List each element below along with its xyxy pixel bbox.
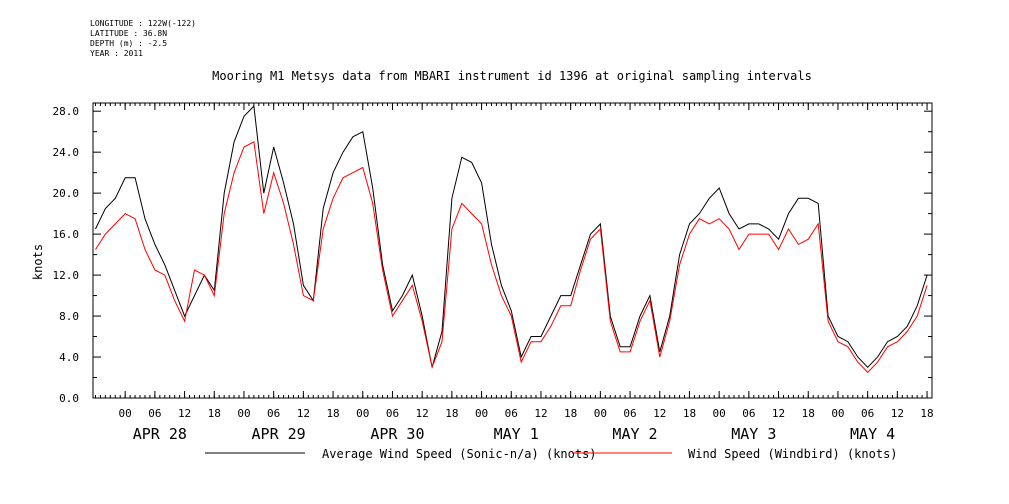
y-tick-label: 28.0 <box>53 105 80 118</box>
x-day-label: MAY 4 <box>850 425 895 443</box>
metadata-block: LONGITUDE : 122W(-122) LATITUDE : 36.8N … <box>90 19 196 59</box>
x-tick-label: 00 <box>356 407 369 420</box>
legend-label-windbird: Wind Speed (Windbird) (knots) <box>688 447 898 461</box>
y-tick-label: 20.0 <box>53 187 80 200</box>
legend: Average Wind Speed (Sonic-n/a) (knots) W… <box>205 447 898 461</box>
x-day-label: MAY 2 <box>612 425 657 443</box>
latitude-label: LATITUDE : 36.8N <box>90 29 168 38</box>
y-tick-label: 12.0 <box>53 269 80 282</box>
x-tick-label: 12 <box>534 407 547 420</box>
x-day-label: MAY 1 <box>494 425 539 443</box>
x-tick-label: 12 <box>416 407 429 420</box>
x-tick-label: 00 <box>237 407 250 420</box>
x-tick-label: 18 <box>802 407 815 420</box>
x-day-label: APR 30 <box>370 425 424 443</box>
y-tick-label: 16.0 <box>53 228 80 241</box>
x-tick-label: 18 <box>564 407 577 420</box>
y-tick-label: 8.0 <box>59 310 79 323</box>
depth-label: DEPTH (m) : -2.5 <box>90 39 168 48</box>
year-label: YEAR : 2011 <box>90 49 143 58</box>
x-tick-label: 12 <box>178 407 191 420</box>
x-tick-label: 00 <box>475 407 488 420</box>
y-tick-label: 4.0 <box>59 351 79 364</box>
y-tick-label: 0.0 <box>59 392 79 405</box>
x-day-label: MAY 3 <box>731 425 776 443</box>
x-tick-label: 12 <box>772 407 785 420</box>
x-tick-label: 12 <box>891 407 904 420</box>
x-tick-label: 06 <box>623 407 636 420</box>
x-tick-label: 00 <box>831 407 844 420</box>
x-tick-label: 00 <box>594 407 607 420</box>
x-tick-label: 00 <box>713 407 726 420</box>
x-tick-label: 18 <box>920 407 933 420</box>
x-day-label: APR 28 <box>133 425 187 443</box>
x-tick-label: 06 <box>505 407 518 420</box>
x-day-label: APR 29 <box>252 425 306 443</box>
x-tick-label: 18 <box>445 407 458 420</box>
x-tick-label: 18 <box>326 407 339 420</box>
plot-frame <box>92 102 933 399</box>
longitude-label: LONGITUDE : 122W(-122) <box>90 19 196 28</box>
series-group <box>95 104 928 374</box>
x-tick-label: 06 <box>861 407 874 420</box>
x-tick-label: 12 <box>297 407 310 420</box>
x-tick-label: 06 <box>742 407 755 420</box>
x-tick-label: 18 <box>683 407 696 420</box>
series-line-average-wind-speed <box>95 104 928 369</box>
axes-group: 00 06 12 18 00 06 12 18 00 06 12 18 00 06 12 18 00 06 12 18… <box>53 102 934 443</box>
x-tick-label: 18 <box>208 407 221 420</box>
legend-label-average: Average Wind Speed (Sonic-n/a) (knots) <box>322 447 597 461</box>
x-tick-label: 12 <box>653 407 666 420</box>
x-tick-label: 06 <box>267 407 280 420</box>
x-tick-label: 06 <box>386 407 399 420</box>
y-tick-label: 24.0 <box>53 146 80 159</box>
chart-title: Mooring M1 Metsys data from MBARI instru… <box>212 69 812 83</box>
y-axis-label: knots <box>31 244 45 280</box>
x-tick-label: 00 <box>119 407 132 420</box>
x-tick-label: 06 <box>148 407 161 420</box>
series-line-windbird-wind-speed <box>95 141 928 374</box>
